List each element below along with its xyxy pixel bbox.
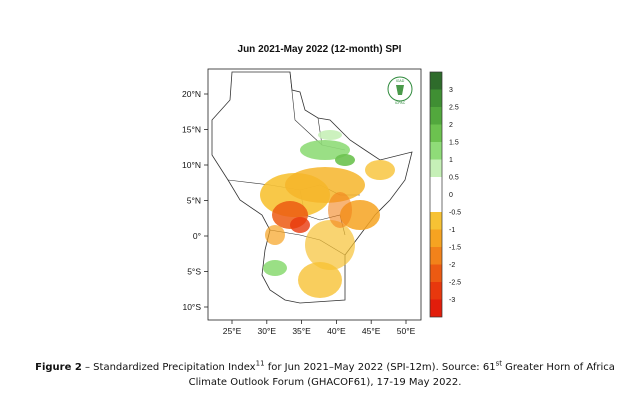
colorbar-swatch <box>430 142 442 160</box>
colorbar-swatch <box>430 159 442 177</box>
caption-footnote: 11 <box>255 359 265 368</box>
latitude-axis: 20°N 15°N 10°N 5°N 0° 5°S 10°S <box>182 89 208 312</box>
colorbar-label: -0.5 <box>449 210 461 217</box>
lat-tick-label: 10°S <box>182 302 201 312</box>
lat-tick-label: 5°N <box>187 196 201 206</box>
lat-tick-label: 10°N <box>182 160 201 170</box>
map-content: IGAD ICPAC <box>211 71 413 304</box>
colorbar-swatch <box>430 194 442 212</box>
lon-tick-label: 30°E <box>258 326 277 336</box>
colorbar-label: -1 <box>449 227 455 234</box>
lon-tick-label: 40°E <box>327 326 346 336</box>
icpac-logo: IGAD ICPAC <box>387 76 413 105</box>
caption-rest-1: for Jun 2021–May 2022 (SPI-12m). Source:… <box>264 362 496 373</box>
lon-tick-label: 35°E <box>292 326 311 336</box>
colorbar-swatch <box>430 264 442 282</box>
colorbar-label: 3 <box>449 87 453 94</box>
colorbar-swatch <box>430 212 442 230</box>
lon-tick-label: 25°E <box>223 326 242 336</box>
colorbar-swatch <box>430 247 442 265</box>
colorbar-label: -2.5 <box>449 280 461 287</box>
logo-top-text: IGAD <box>396 79 405 83</box>
colorbar-swatch <box>430 72 442 90</box>
colorbar-swatch <box>430 89 442 107</box>
wet-anomalies <box>263 130 355 276</box>
colorbar-label: 1.5 <box>449 140 459 147</box>
longitude-axis: 25°E 30°E 35°E 40°E 45°E 50°E <box>223 320 416 336</box>
colorbar-label: -3 <box>449 297 455 304</box>
colorbar-label: -2 <box>449 262 455 269</box>
lon-tick-label: 45°E <box>362 326 381 336</box>
colorbar-swatch <box>430 177 442 195</box>
colorbar-swatch <box>430 107 442 125</box>
colorbar-swatch <box>430 282 442 300</box>
colorbar-label: 2.5 <box>449 105 459 112</box>
lat-tick-label: 20°N <box>182 89 201 99</box>
caption-sep: – Standardized Precipitation Index <box>81 362 256 373</box>
logo-bottom-text: ICPAC <box>395 101 406 105</box>
colorbar-swatch <box>430 299 442 317</box>
figure-caption: Figure 2 – Standardized Precipitation In… <box>30 360 620 390</box>
dry-anomalies <box>260 160 395 298</box>
colorbar-swatch <box>430 124 442 142</box>
lat-tick-label: 5°S <box>187 267 201 277</box>
colorbar: 3 2.5 2 1.5 1 0.5 0 -0.5 -1 -1.5 -2 -2.5 -3 <box>429 71 461 318</box>
colorbar-label: 0.5 <box>449 175 459 182</box>
lat-tick-label: 15°N <box>182 125 201 135</box>
lat-tick-label: 0° <box>193 231 201 241</box>
caption-st: st <box>495 359 502 368</box>
colorbar-border <box>429 71 443 318</box>
colorbar-label: 1 <box>449 157 453 164</box>
lon-tick-label: 50°E <box>397 326 416 336</box>
colorbar-label: 0 <box>449 192 453 199</box>
colorbar-label: -1.5 <box>449 245 461 252</box>
colorbar-swatch <box>430 229 442 247</box>
colorbar-label: 2 <box>449 122 453 129</box>
caption-rest-2: Greater Horn of Africa Climate Outlook F… <box>188 362 615 388</box>
map-title: Jun 2021-May 2022 (12-month) SPI <box>237 44 402 55</box>
caption-figure-label: Figure 2 <box>35 362 82 373</box>
